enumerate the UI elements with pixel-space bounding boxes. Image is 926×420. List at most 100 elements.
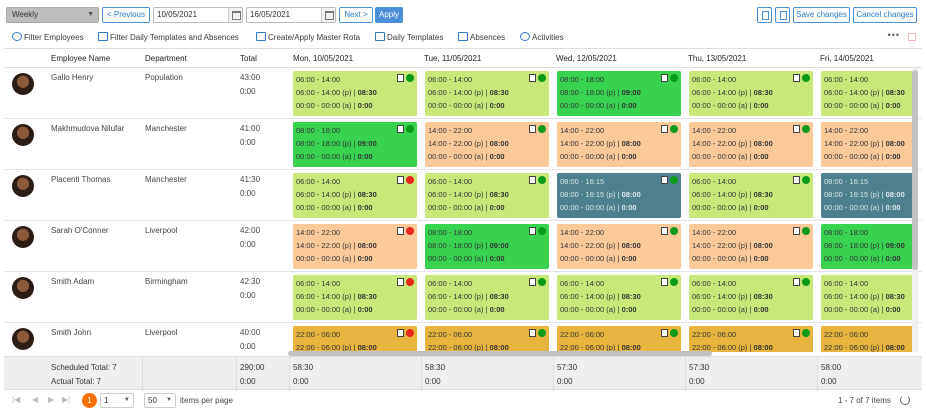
shift-cell[interactable]: 14:00 - 22:00 14:00 - 22:00 (p) | 08:00 00… (425, 122, 549, 167)
shift-cell[interactable]: 22:00 - 06:00 22:00 - 06:00 (p) | 08:00 (557, 326, 681, 352)
shift-cell[interactable]: 06:00 - 14:00 06:00 - 14:00 (p) | 08:30 00… (425, 71, 549, 116)
shift-cell[interactable]: 08:00 - 16:15 08:00 - 16:15 (p) | 08:00 00… (557, 173, 681, 218)
document-icon[interactable] (793, 329, 800, 337)
scrollbar-thumb[interactable] (912, 70, 918, 270)
document-icon[interactable] (397, 74, 404, 82)
document-icon[interactable] (529, 74, 536, 82)
col-day[interactable]: Wed, 12/05/2021 (556, 54, 617, 63)
document-icon[interactable] (397, 125, 404, 133)
shift-cell[interactable]: 06:00 - 14:00 06:00 - 14:00 (p) | 08:30 00… (689, 71, 813, 116)
page-select[interactable]: 1 ▼ (100, 393, 134, 408)
document-icon[interactable] (529, 329, 536, 337)
view-select[interactable]: Weekly ▼ (6, 7, 99, 23)
actual-time: 00:00 - 00:00 (a) | (560, 101, 622, 110)
shift-cell[interactable]: 22:00 - 06:00 22:00 - 06:00 (p) | 08:00 (293, 326, 417, 352)
col-department[interactable]: Department (145, 54, 187, 63)
shift-cell[interactable]: 06:00 - 14:00 06:00 - 14:00 (p) | 08:30 00… (293, 275, 417, 320)
shift-cell[interactable]: 08:00 - 18:00 08:00 - 18:00 (p) | 09:00 00… (821, 224, 917, 269)
document-icon[interactable] (397, 278, 404, 286)
next-page-icon[interactable]: ▶ (48, 395, 55, 404)
next-button[interactable]: Next > (339, 7, 373, 23)
prev-page-icon[interactable]: ◀ (32, 395, 39, 404)
shift-cell[interactable]: 06:00 - 14:00 06:00 - 14:00 (p) | 08:30 00… (557, 275, 681, 320)
expand-icon[interactable] (908, 33, 916, 41)
horizontal-scrollbar[interactable] (288, 351, 712, 356)
shift-cell[interactable]: 14:00 - 22:00 14:00 - 22:00 (p) | 08:00 00… (689, 122, 813, 167)
document-icon[interactable] (793, 227, 800, 235)
document-icon[interactable] (661, 176, 668, 184)
more-options-icon[interactable]: ••• (887, 30, 900, 40)
col-day[interactable]: Tue, 11/05/2021 (424, 54, 482, 63)
document-icon[interactable] (793, 278, 800, 286)
export-excel-icon[interactable] (775, 7, 790, 23)
actual-hours: 0:00 (357, 305, 373, 314)
current-page-button[interactable]: 1 (82, 393, 97, 408)
document-icon[interactable] (397, 329, 404, 337)
document-icon[interactable] (529, 125, 536, 133)
shift-cell[interactable]: 14:00 - 22:00 14:00 - 22:00 (p) | 08:00 00… (293, 224, 417, 269)
last-page-icon[interactable]: ▶| (62, 395, 71, 404)
shift-cell[interactable]: 14:00 - 22:00 14:00 - 22:00 (p) | 08:00 00… (557, 224, 681, 269)
daily-templates-action[interactable]: Daily Templates (375, 31, 443, 45)
export-pdf-icon[interactable] (757, 7, 772, 23)
page-size-select[interactable]: 50 ▼ (144, 393, 176, 408)
activities-action[interactable]: Activities (520, 31, 564, 45)
col-day[interactable]: Mon, 10/05/2021 (293, 54, 354, 63)
col-day[interactable]: Fri, 14/05/2021 (820, 54, 874, 63)
calendar-icon[interactable] (321, 8, 335, 22)
save-changes-button[interactable]: Save changes (793, 7, 850, 23)
apply-button[interactable]: Apply (375, 7, 403, 23)
col-day[interactable]: Thu, 13/05/2021 (688, 54, 747, 63)
col-total[interactable]: Total (240, 54, 257, 63)
document-icon[interactable] (397, 176, 404, 184)
shift-cell[interactable]: 08:00 - 18:00 08:00 - 18:00 (p) | 09:00 00… (293, 122, 417, 167)
shift-time: 08:00 - 18:00 (296, 126, 341, 135)
shift-cell[interactable]: 14:00 - 22:00 14:00 - 22:00 (p) | 08:00 00… (689, 224, 813, 269)
shift-cell[interactable]: 06:00 - 14:00 06:00 - 14:00 (p) | 08:30 00… (821, 275, 917, 320)
first-page-icon[interactable]: |◀ (12, 395, 21, 404)
document-icon[interactable] (529, 227, 536, 235)
document-icon[interactable] (793, 176, 800, 184)
document-icon[interactable] (661, 329, 668, 337)
shift-cell[interactable]: 22:00 - 06:00 22:00 - 06:00 (p) | 08:00 (425, 326, 549, 352)
document-icon[interactable] (661, 125, 668, 133)
refresh-icon[interactable] (900, 395, 910, 405)
date-from-input[interactable]: 10/05/2021 (153, 7, 243, 23)
document-icon[interactable] (397, 227, 404, 235)
filter-employees-action[interactable]: Filter Employees (12, 31, 84, 45)
shift-cell[interactable]: 08:00 - 18:00 08:00 - 18:00 (p) | 09:00 00… (557, 71, 681, 116)
shift-cell[interactable]: 06:00 - 14:00 06:00 - 14:00 (p) | 08:30 00… (689, 275, 813, 320)
calendar-icon[interactable] (228, 8, 242, 22)
col-employee-name[interactable]: Employee Name (51, 54, 111, 63)
planned-line: 06:00 - 14:00 (p) | 08:30 (692, 290, 810, 303)
filter-templates-action[interactable]: Filter Daily Templates and Absences (98, 31, 239, 45)
document-icon[interactable] (529, 278, 536, 286)
cancel-changes-button[interactable]: Cancel changes (853, 7, 917, 23)
shift-cell[interactable]: 22:00 - 06:00 22:00 - 06:00 (p) | 08:00 (821, 326, 917, 352)
date-to-input[interactable]: 16/05/2021 (246, 7, 336, 23)
absences-label: Absences (470, 33, 506, 42)
planned-line: 22:00 - 06:00 (p) | 08:00 (428, 341, 546, 352)
shift-cell[interactable]: 06:00 - 14:00 06:00 - 14:00 (p) | 08:30 00… (821, 71, 917, 116)
absences-action[interactable]: Absences (458, 31, 505, 45)
shift-cell[interactable]: 08:00 - 16:15 08:00 - 16:15 (p) | 08:00 00… (821, 173, 917, 218)
planned-hours: 08:00 (357, 241, 377, 250)
document-icon[interactable] (661, 74, 668, 82)
shift-cell[interactable]: 06:00 - 14:00 06:00 - 14:00 (p) | 08:30 00… (689, 173, 813, 218)
document-icon[interactable] (793, 125, 800, 133)
document-icon[interactable] (529, 176, 536, 184)
master-rota-action[interactable]: Create/Apply Master Rota (256, 31, 360, 45)
shift-cell[interactable]: 06:00 - 14:00 06:00 - 14:00 (p) | 08:30 00… (293, 173, 417, 218)
shift-cell[interactable]: 06:00 - 14:00 06:00 - 14:00 (p) | 08:30 00… (425, 173, 549, 218)
document-icon[interactable] (661, 227, 668, 235)
shift-cell[interactable]: 14:00 - 22:00 14:00 - 22:00 (p) | 08:00 00… (821, 122, 917, 167)
shift-cell[interactable]: 08:00 - 18:00 08:00 - 18:00 (p) | 09:00 00… (425, 224, 549, 269)
document-icon[interactable] (661, 278, 668, 286)
vertical-scrollbar[interactable] (912, 68, 918, 352)
document-icon[interactable] (793, 74, 800, 82)
shift-cell[interactable]: 06:00 - 14:00 06:00 - 14:00 (p) | 08:30 00… (293, 71, 417, 116)
shift-cell[interactable]: 14:00 - 22:00 14:00 - 22:00 (p) | 08:00 00… (557, 122, 681, 167)
shift-cell[interactable]: 22:00 - 06:00 22:00 - 06:00 (p) | 08:00 (689, 326, 813, 352)
shift-cell[interactable]: 06:00 - 14:00 06:00 - 14:00 (p) | 08:30 00… (425, 275, 549, 320)
previous-button[interactable]: < Previous (102, 7, 150, 23)
